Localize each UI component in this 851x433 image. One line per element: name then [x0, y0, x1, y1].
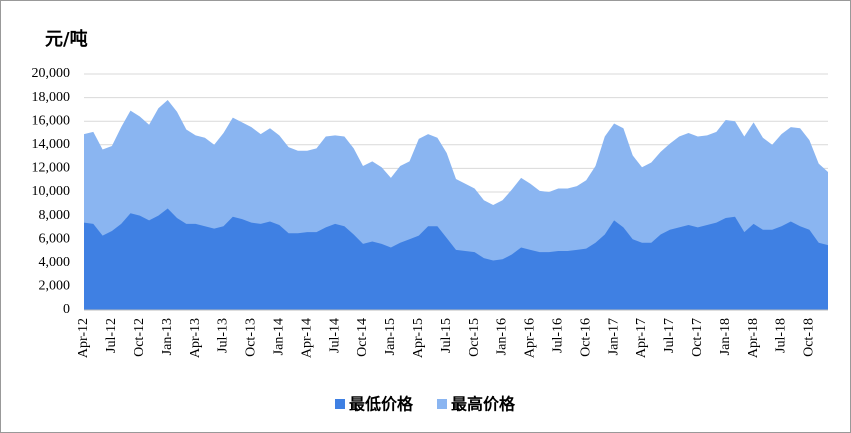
- x-tick-label: Apr-15: [411, 318, 426, 358]
- y-tick-label: 14,000: [32, 137, 71, 152]
- x-tick-label: Jan-13: [160, 318, 175, 355]
- area: [84, 208, 828, 310]
- y-tick-label: 0: [63, 302, 70, 317]
- y-tick-label: 20,000: [32, 66, 71, 81]
- x-tick-label: Oct-13: [244, 318, 259, 357]
- y-tick-label: 18,000: [32, 90, 71, 105]
- x-tick-label: Jan-18: [718, 318, 733, 355]
- legend-swatch: [437, 399, 447, 409]
- x-tick-label: Jul-14: [327, 318, 342, 353]
- x-tick-label: Oct-14: [355, 318, 370, 357]
- x-tick-label: Jan-17: [606, 318, 621, 355]
- x-tick-label: Jul-12: [104, 318, 119, 353]
- legend-swatch: [335, 399, 345, 409]
- legend-label: 最低价格: [349, 395, 414, 414]
- y-tick-label: 8,000: [39, 208, 71, 223]
- x-tick-label: Jul-15: [439, 318, 454, 353]
- y-axis-label: 元/吨: [45, 28, 88, 50]
- x-tick-label: Jul-13: [216, 318, 231, 353]
- x-tick-label: Jul-18: [774, 318, 789, 353]
- x-tick-label: Oct-15: [467, 318, 482, 357]
- legend-label: 最高价格: [451, 395, 516, 414]
- y-tick-label: 6,000: [39, 231, 71, 246]
- x-tick-label: Apr-16: [523, 318, 538, 358]
- x-tick-label: Apr-17: [634, 318, 649, 358]
- x-tick-label: Jan-14: [272, 318, 287, 355]
- x-tick-label: Jan-15: [383, 318, 398, 355]
- x-tick-label: Oct-17: [690, 318, 705, 357]
- y-tick-label: 12,000: [32, 161, 71, 176]
- y-tick-label: 16,000: [32, 113, 71, 128]
- x-tick-label: Apr-14: [299, 318, 314, 358]
- x-tick-label: Oct-18: [802, 318, 817, 357]
- x-tick-label: Apr-12: [76, 318, 91, 358]
- x-tick-label: Jul-17: [662, 318, 677, 353]
- y-tick-label: 2,000: [39, 279, 71, 294]
- x-tick-label: Oct-12: [132, 318, 147, 357]
- y-tick-label: 10,000: [32, 184, 71, 199]
- x-tick-label: Oct-16: [578, 318, 593, 357]
- x-tick-label: Apr-18: [746, 318, 761, 358]
- x-tick-label: Apr-13: [188, 318, 203, 358]
- x-tick-label: Jul-16: [551, 318, 566, 353]
- y-tick-label: 4,000: [39, 255, 71, 270]
- x-tick-label: Jan-16: [495, 318, 510, 355]
